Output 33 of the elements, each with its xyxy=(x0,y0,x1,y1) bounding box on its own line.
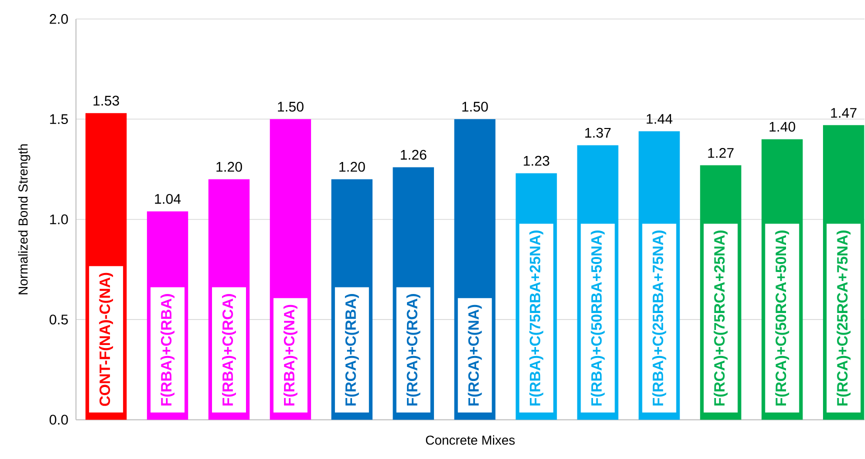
x-tick-label: F(RBA)+C(50RBA+50NA) xyxy=(590,230,605,406)
x-tick-label: F(RCA)+C(50RCA+50NA) xyxy=(775,230,790,406)
x-tick-label: F(RBA)+C(RBA) xyxy=(160,294,174,406)
data-label: 1.37 xyxy=(585,128,611,138)
x-tick-label: F(RBA)+C(RCA) xyxy=(222,294,236,406)
y-tick-label: 2.0 xyxy=(50,14,68,24)
data-label: 1.44 xyxy=(646,114,672,124)
x-tick-label: F(RBA)+C(25RBA+75NA) xyxy=(652,230,666,406)
data-label: 1.04 xyxy=(155,194,181,204)
x-tick-label: F(RCA)+C(25RCA+75NA) xyxy=(836,230,851,406)
data-label: 1.47 xyxy=(831,108,856,118)
y-tick-label: 1.5 xyxy=(50,114,68,124)
y-tick-label: 0.5 xyxy=(50,314,68,325)
y-tick-label: 0.0 xyxy=(50,414,68,425)
data-label: 1.53 xyxy=(94,96,120,106)
data-label: 1.27 xyxy=(708,148,734,158)
y-tick-label: 1.0 xyxy=(50,214,68,224)
x-tick-label: F(RCA)+C(RCA) xyxy=(406,294,420,406)
data-label: 1.26 xyxy=(400,150,426,160)
data-label: 1.50 xyxy=(462,102,488,112)
x-tick-label: F(RBA)+C(75RBA+25NA) xyxy=(529,230,544,406)
x-tick-label: F(RCA)+C(NA) xyxy=(468,304,482,406)
data-label: 1.50 xyxy=(278,102,304,112)
x-tick-label: F(RCA)+C(75RCA+25NA) xyxy=(714,230,728,406)
data-label: 1.20 xyxy=(339,162,365,172)
y-axis-title: Normalized Bond Strength xyxy=(18,144,30,294)
x-tick-label: F(RCA)+C(RBA) xyxy=(344,294,359,406)
x-tick-label: F(RBA)+C(NA) xyxy=(284,304,298,406)
data-label: 1.20 xyxy=(216,162,242,172)
data-label: 1.40 xyxy=(770,122,796,132)
x-tick-label: CONT-F(NA)-C(NA) xyxy=(99,273,114,406)
data-label: 1.23 xyxy=(524,156,550,166)
x-axis-title: Concrete Mixes xyxy=(426,435,515,445)
